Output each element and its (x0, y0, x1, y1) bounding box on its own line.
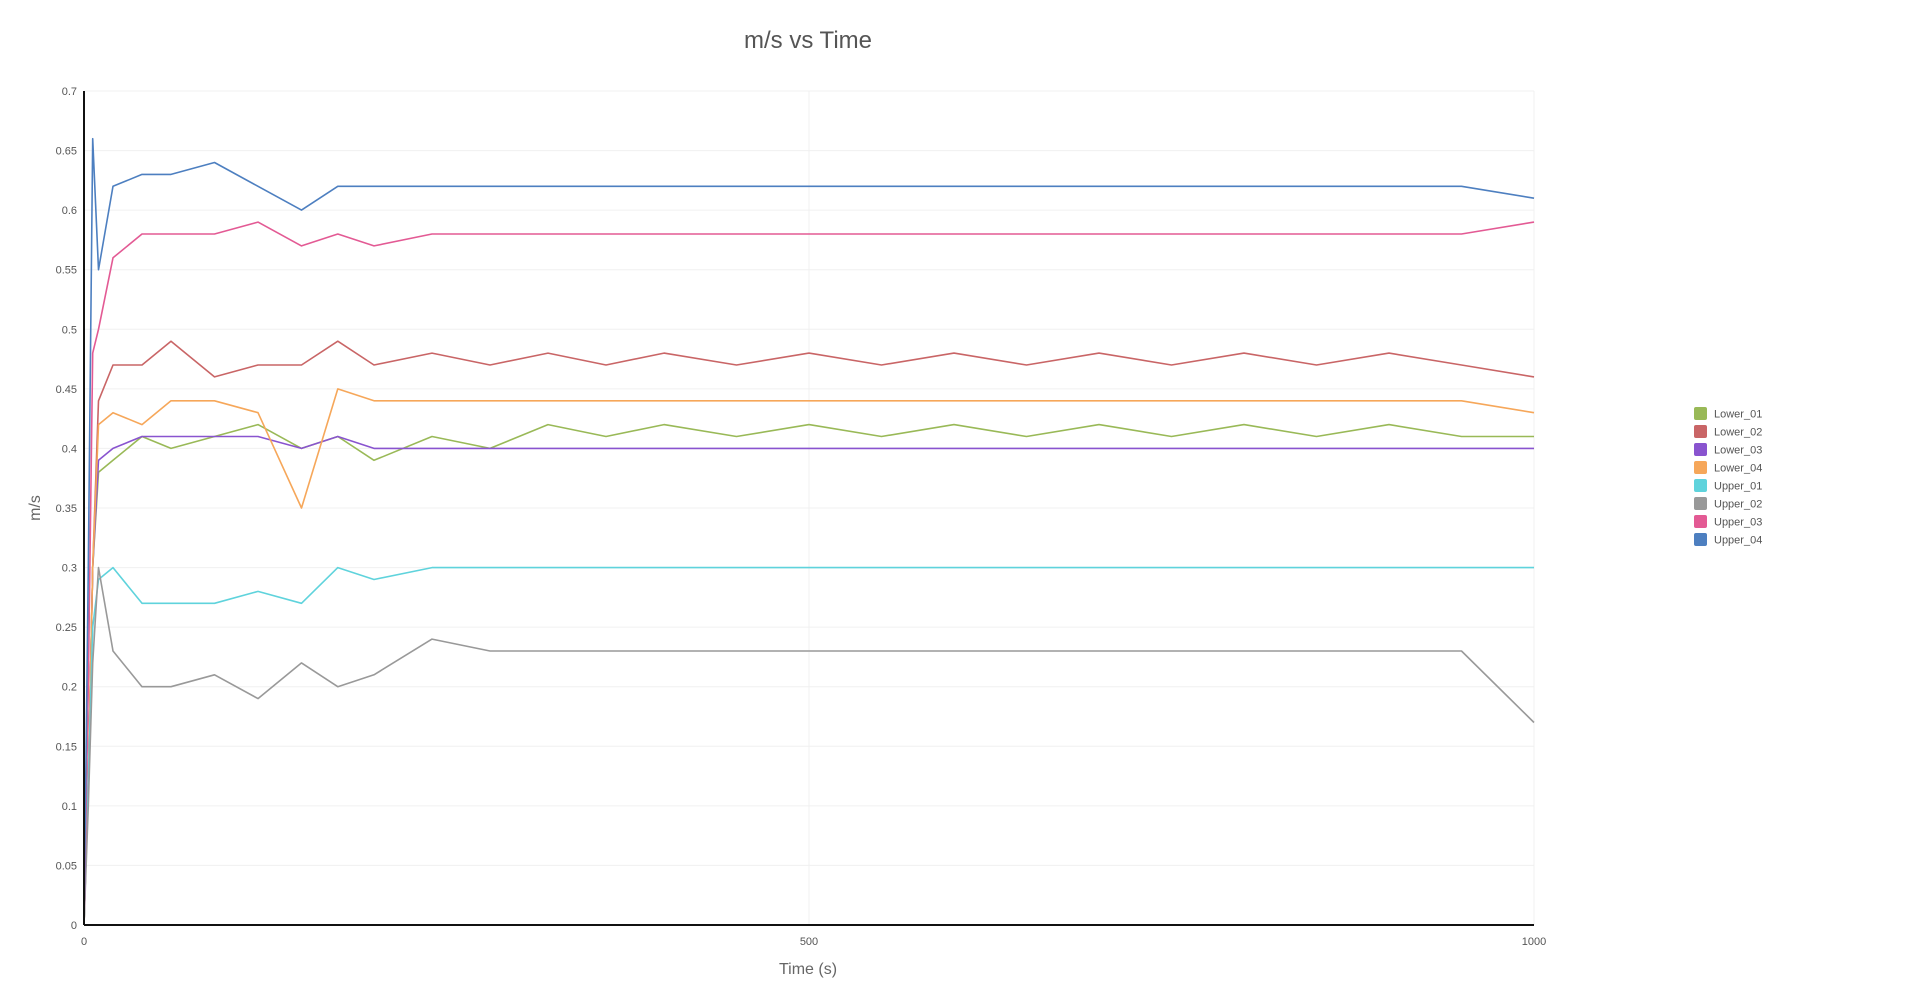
legend-label[interactable]: Upper_01 (1714, 481, 1762, 493)
y-tick-label: 0.35 (56, 503, 77, 515)
y-tick-label: 0.1 (62, 801, 77, 813)
y-tick-label: 0.05 (56, 860, 77, 872)
x-tick-label: 1000 (1522, 936, 1546, 948)
legend-swatch[interactable] (1694, 443, 1707, 456)
y-tick-label: 0.3 (62, 563, 77, 575)
legend[interactable]: Lower_01 Lower_02 Lower_03 Lower_04 Upper_01… (1694, 407, 1762, 547)
x-tick-label: 0 (81, 936, 87, 948)
y-tick-label: 0 (71, 920, 77, 932)
legend-swatch[interactable] (1694, 533, 1707, 546)
legend-swatch[interactable] (1694, 461, 1707, 474)
legend-swatch[interactable] (1694, 425, 1707, 438)
series-line-lower-03 (83, 435, 1534, 926)
y-tick-label: 0.65 (56, 146, 77, 158)
series-line-lower-01 (83, 423, 1534, 926)
y-tick-label: 0.15 (56, 741, 77, 753)
legend-swatch[interactable] (1694, 497, 1707, 510)
legend-label[interactable]: Lower_03 (1714, 445, 1762, 457)
legend-label[interactable]: Lower_02 (1714, 427, 1762, 439)
y-tick-label: 0.55 (56, 265, 77, 277)
series-line-lower-02 (83, 340, 1535, 926)
legend-swatch[interactable] (1694, 407, 1707, 420)
legend-label[interactable]: Upper_02 (1714, 499, 1762, 511)
x-axis-label: Time (s) (779, 961, 837, 978)
x-tick-label: 500 (800, 936, 818, 948)
chart-title: m/s vs Time (744, 27, 872, 54)
y-tick-label: 0.6 (62, 205, 77, 217)
series-line-upper-01 (83, 566, 1534, 926)
y-axis-label: m/s (27, 495, 44, 521)
series-line-upper-02 (83, 566, 1535, 926)
legend-swatch[interactable] (1694, 515, 1707, 528)
y-tick-label: 0.7 (62, 86, 77, 98)
grid (83, 90, 1535, 926)
series-lines (83, 137, 1535, 926)
y-tick-label: 0.2 (62, 682, 77, 694)
legend-swatch[interactable] (1694, 479, 1707, 492)
y-tick-label: 0.25 (56, 622, 77, 634)
y-tick-label: 0.45 (56, 384, 77, 396)
y-tick-label: 0.4 (62, 443, 77, 455)
series-line-upper-03 (83, 221, 1535, 926)
legend-label[interactable]: Lower_01 (1714, 409, 1762, 421)
tick-labels: 0 0.05 0.1 0.15 0.2 0.25 0.3 0.35 0.4 0.45 0.5 0.55… (56, 86, 1547, 948)
axes (83, 91, 1534, 926)
y-tick-label: 0.5 (62, 324, 77, 336)
series-line-upper-04 (83, 137, 1535, 926)
series-line-lower-04 (83, 388, 1535, 926)
legend-label[interactable]: Upper_04 (1714, 535, 1762, 547)
legend-label[interactable]: Lower_04 (1714, 463, 1762, 475)
legend-label[interactable]: Upper_03 (1714, 517, 1762, 529)
